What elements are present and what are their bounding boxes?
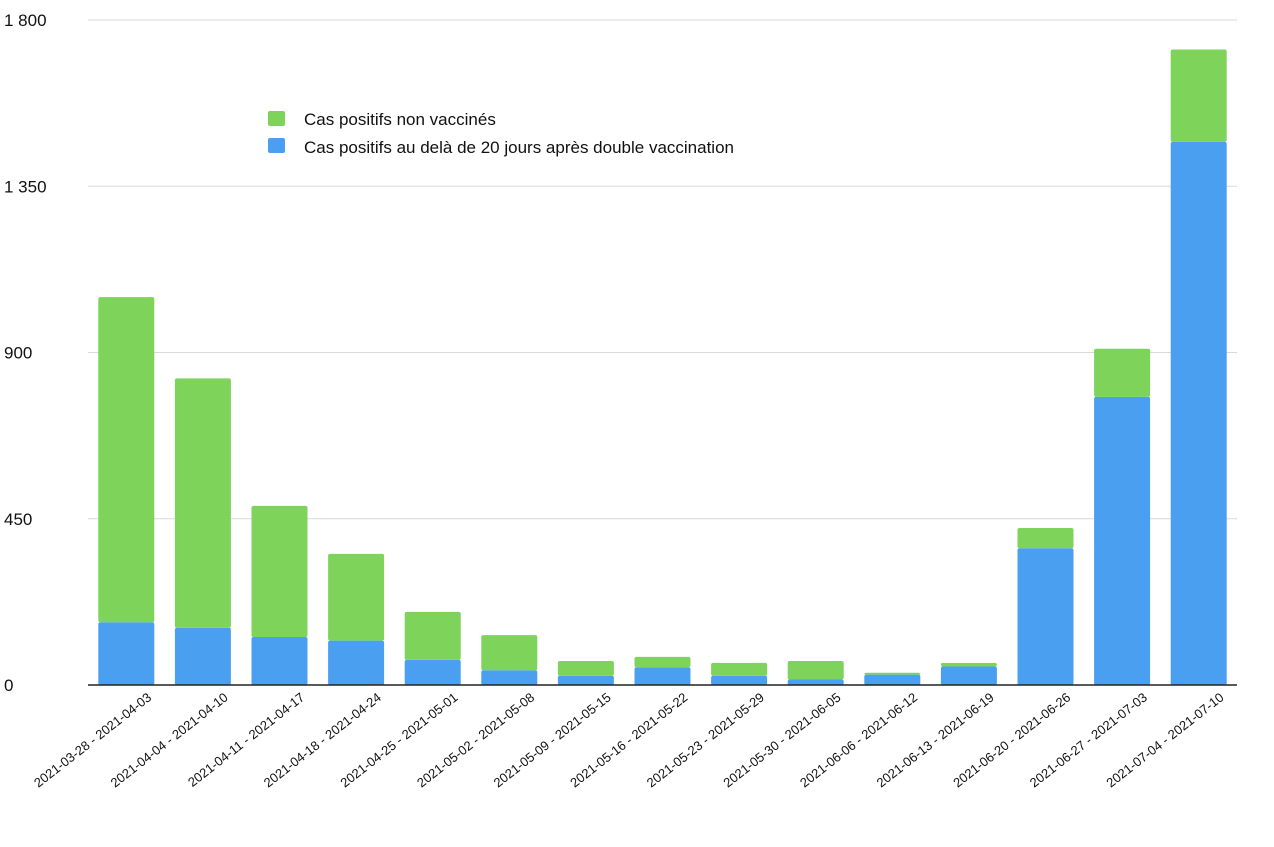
bar-vaccinated (328, 640, 385, 685)
gridlines (88, 19, 1237, 520)
bar-vaccinated (1094, 396, 1151, 685)
bar-unvaccinated (174, 378, 231, 628)
bar-unvaccinated (864, 672, 921, 675)
y-tick-label: 900 (4, 344, 32, 363)
bar-vaccinated (481, 670, 538, 685)
bar-vaccinated (711, 675, 768, 685)
bar-unvaccinated (787, 660, 844, 680)
legend: Cas positifs non vaccinés Cas positifs a… (268, 110, 734, 157)
bar-unvaccinated (251, 505, 308, 637)
bar-unvaccinated (634, 656, 691, 668)
bar-vaccinated (251, 636, 308, 685)
bar-unvaccinated (1094, 348, 1151, 397)
y-tick-label: 1 350 (4, 177, 47, 196)
bar-unvaccinated (711, 662, 768, 676)
bar-vaccinated (940, 666, 997, 685)
y-tick-label: 450 (4, 510, 32, 529)
bar-unvaccinated (98, 297, 155, 623)
bar-unvaccinated (940, 662, 997, 667)
bar-unvaccinated (328, 553, 385, 641)
bar-vaccinated (404, 659, 461, 685)
y-tick-label: 1 800 (4, 11, 47, 30)
bar-unvaccinated (1017, 527, 1074, 549)
bar-vaccinated (1170, 141, 1227, 685)
bar-vaccinated (787, 679, 844, 685)
bar-vaccinated (864, 674, 921, 685)
bar-vaccinated (1017, 548, 1074, 685)
bar-unvaccinated (1170, 49, 1227, 142)
legend-swatch-unvaccinated (268, 111, 285, 126)
bar-unvaccinated (404, 611, 461, 660)
y-axis-ticks: 0 450 900 1 350 1 800 (4, 11, 47, 695)
bar-vaccinated (174, 627, 231, 685)
bar-unvaccinated (557, 660, 614, 676)
y-tick-label: 0 (4, 676, 13, 695)
legend-label-unvaccinated: Cas positifs non vaccinés (304, 110, 496, 129)
bar-vaccinated (557, 675, 614, 685)
bar-unvaccinated (481, 635, 538, 671)
bars (98, 49, 1227, 685)
bar-vaccinated (98, 622, 155, 685)
legend-swatch-vaccinated (268, 138, 285, 153)
legend-label-vaccinated: Cas positifs au delà de 20 jours après d… (304, 138, 734, 157)
bar-vaccinated (634, 667, 691, 685)
